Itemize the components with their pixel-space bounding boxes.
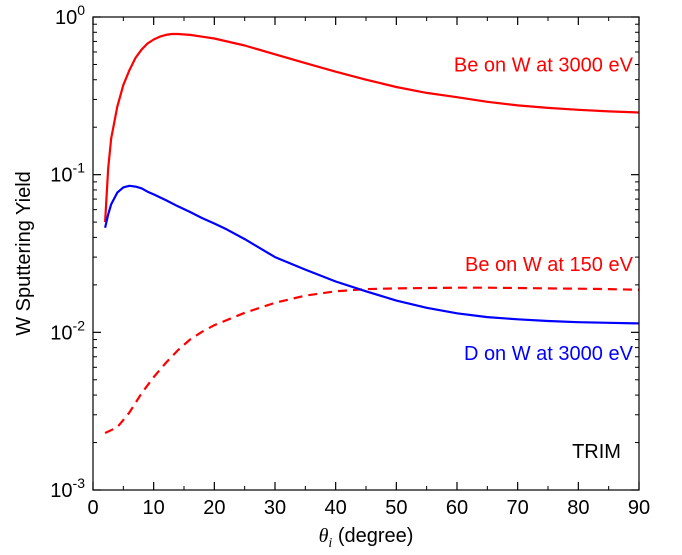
series-label-0: Be on W at 3000 eV	[454, 55, 634, 77]
annotations: Be on W at 3000 eV Be on W at 150 eV D on …	[454, 55, 634, 463]
series-label-2: D on W at 3000 eV	[464, 343, 634, 365]
x-axis-subscript: i	[328, 536, 332, 551]
series-label-1: Be on W at 150 eV	[465, 254, 634, 276]
y-tick-label: 10-2	[50, 317, 85, 344]
x-tick-label: 80	[567, 497, 589, 519]
y-tick-label: 100	[55, 2, 85, 29]
plot-frame	[92, 16, 640, 491]
series-line-0	[104, 32, 640, 223]
y-axis-label: W Sputtering Yield	[13, 171, 35, 336]
x-tick-label: 0	[87, 497, 98, 519]
x-tick-label: 50	[385, 497, 407, 519]
annotation-label: TRIM	[572, 441, 621, 463]
y-tick-label: 10-1	[50, 160, 85, 187]
series-line-2	[104, 184, 640, 325]
y-tick-label: 10-3	[50, 475, 85, 502]
x-axis-label: θi (degree)	[319, 525, 414, 551]
series-line-1	[104, 286, 640, 434]
series-lines	[104, 32, 640, 434]
x-tick-label: 60	[446, 497, 468, 519]
x-axis-symbol: θ	[319, 525, 329, 547]
x-tick-label: 10	[143, 497, 165, 519]
x-tick-label: 70	[507, 497, 529, 519]
x-axis-unit: (degree)	[332, 525, 413, 547]
tick-labels: 0 10 20 30 40 50 60 70 80 90 10-3 10-2 10-1 100	[50, 2, 650, 519]
x-tick-label: 30	[264, 497, 286, 519]
x-tick-label: 20	[203, 497, 225, 519]
x-tick-label: 90	[628, 497, 650, 519]
x-tick-label: 40	[325, 497, 347, 519]
